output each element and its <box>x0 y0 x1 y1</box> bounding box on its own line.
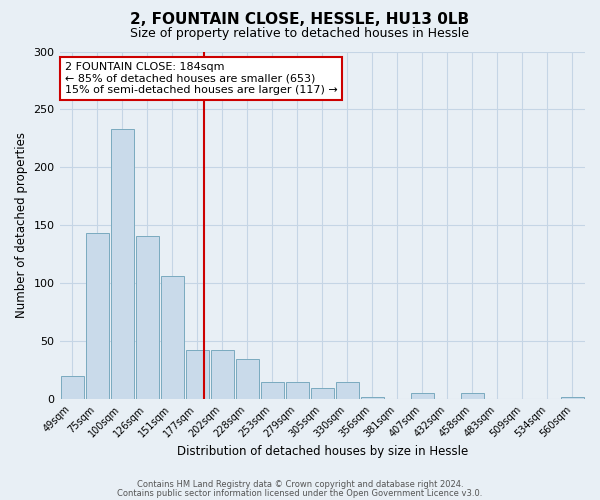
Bar <box>136 236 158 399</box>
Bar <box>261 382 284 399</box>
Bar <box>286 382 309 399</box>
Bar <box>211 350 233 399</box>
Y-axis label: Number of detached properties: Number of detached properties <box>15 132 28 318</box>
Bar <box>461 394 484 399</box>
Bar <box>161 276 184 399</box>
Text: Contains public sector information licensed under the Open Government Licence v3: Contains public sector information licen… <box>118 488 482 498</box>
Bar <box>311 388 334 399</box>
Text: Contains HM Land Registry data © Crown copyright and database right 2024.: Contains HM Land Registry data © Crown c… <box>137 480 463 489</box>
Bar <box>185 350 209 399</box>
Bar <box>411 394 434 399</box>
Text: 2 FOUNTAIN CLOSE: 184sqm
← 85% of detached houses are smaller (653)
15% of semi-: 2 FOUNTAIN CLOSE: 184sqm ← 85% of detach… <box>65 62 338 95</box>
X-axis label: Distribution of detached houses by size in Hessle: Distribution of detached houses by size … <box>176 444 468 458</box>
Bar <box>86 234 109 399</box>
Bar <box>110 129 134 399</box>
Bar <box>336 382 359 399</box>
Text: Size of property relative to detached houses in Hessle: Size of property relative to detached ho… <box>131 28 470 40</box>
Bar <box>61 376 83 399</box>
Bar <box>361 397 384 399</box>
Bar <box>236 358 259 399</box>
Text: 2, FOUNTAIN CLOSE, HESSLE, HU13 0LB: 2, FOUNTAIN CLOSE, HESSLE, HU13 0LB <box>130 12 470 28</box>
Bar <box>561 397 584 399</box>
